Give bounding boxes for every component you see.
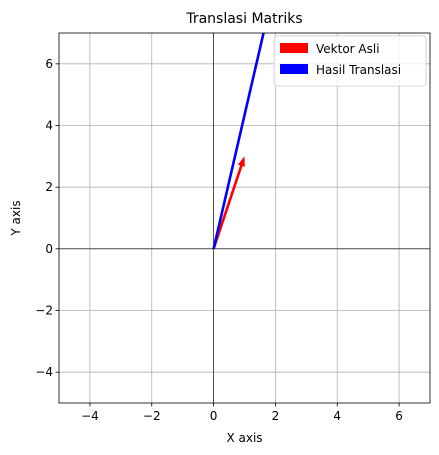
y-tick-label: 6: [45, 57, 53, 71]
chart-title: Translasi Matriks: [185, 11, 302, 27]
ticks: −4 −2 0 2 4 6 −4 −2 0 2 4 6: [35, 57, 403, 423]
zero-lines: [59, 33, 430, 403]
legend-swatch: [280, 43, 308, 53]
legend: Vektor Asli Hasil Translasi: [273, 35, 427, 87]
y-tick-label: 2: [45, 180, 53, 194]
legend-label: Vektor Asli: [316, 42, 380, 56]
x-tick-label: 4: [333, 409, 341, 423]
legend-box: [273, 35, 427, 87]
x-tick-label: 0: [210, 409, 218, 423]
legend-label: Hasil Translasi: [316, 63, 401, 77]
x-tick-label: 2: [272, 409, 280, 423]
vector-arrow-translated: [212, 33, 265, 250]
y-tick-label: −4: [35, 365, 53, 379]
y-tick-label: 0: [45, 242, 53, 256]
x-tick-label: −4: [81, 409, 99, 423]
y-axis-label: Y axis: [9, 200, 23, 236]
x-tick-label: 6: [395, 409, 403, 423]
x-tick-label: −2: [143, 409, 161, 423]
vectors: [212, 33, 265, 250]
plot-frame: [58, 32, 431, 404]
y-tick-label: −2: [35, 304, 53, 318]
y-tick-label: 4: [45, 119, 53, 133]
plot-area: [59, 33, 430, 403]
vector-arrow-original: [212, 156, 245, 250]
legend-swatch: [280, 64, 308, 74]
x-axis-label: X axis: [226, 431, 262, 445]
